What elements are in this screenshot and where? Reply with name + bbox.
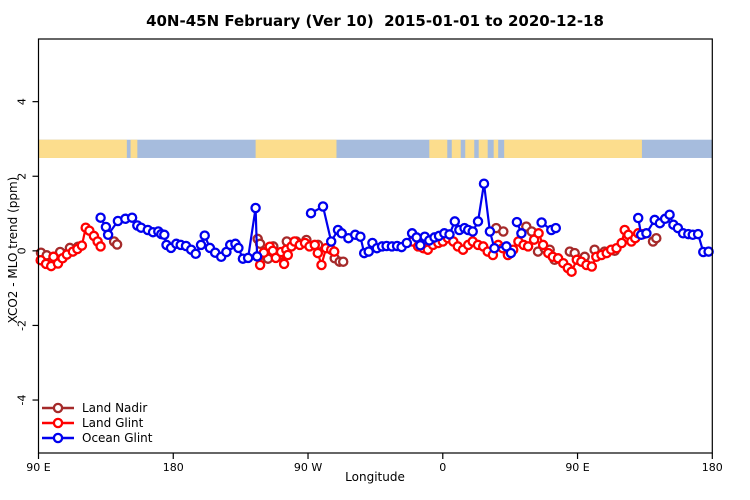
- x-tick-label: 180: [702, 461, 723, 474]
- y-tick-label: 0: [16, 247, 29, 254]
- x-tick-label: 90 W: [294, 461, 322, 474]
- series-land-glint-point: [586, 261, 598, 272]
- y-tick-label: -4: [16, 395, 29, 406]
- series-land-nadir-point: [337, 256, 349, 267]
- series-ocean-glint-point: [692, 228, 704, 240]
- series-ocean-glint-point: [467, 226, 478, 237]
- series-ocean-glint-point: [95, 212, 106, 223]
- series-ocean-glint-point: [233, 242, 244, 254]
- series-ocean-glint-point: [363, 246, 374, 257]
- map-band-land-segment: [130, 139, 138, 158]
- series-land-glint-point: [566, 266, 577, 277]
- map-band-land-segment: [493, 139, 499, 158]
- series-land-glint-point: [537, 239, 549, 251]
- series-ocean-glint-point: [251, 251, 263, 262]
- legend-item-ocean-glint-marker-icon: [52, 432, 64, 444]
- series-land-glint-point: [616, 237, 627, 249]
- series-land-nadir-point: [651, 232, 662, 244]
- map-band-land-segment: [478, 139, 488, 158]
- series-ocean-glint-point: [536, 217, 547, 228]
- series-ocean-glint-point: [664, 209, 675, 220]
- series-ocean-glint-point: [703, 246, 714, 257]
- series-ocean-glint-point: [102, 229, 114, 241]
- legend-item-land-glint-label: Land Glint: [82, 416, 144, 430]
- series-land-nadir-point: [111, 239, 123, 250]
- x-tick-label: 90 E: [26, 461, 50, 474]
- series-land-glint-point: [282, 249, 294, 261]
- series-ocean-glint-point: [478, 178, 490, 189]
- series-ocean-glint-point: [159, 229, 170, 241]
- series-land-glint-point: [309, 239, 321, 251]
- series-ocean-glint-point: [199, 230, 210, 241]
- series-land-glint-point: [312, 247, 324, 259]
- series-ocean-glint-point: [641, 228, 652, 239]
- series-ocean-glint-point: [489, 242, 500, 254]
- map-band-land-segment: [451, 139, 461, 158]
- y-axis-label: XCO2 - MLO trend (ppm): [6, 176, 20, 324]
- x-tick-label: 0: [439, 461, 446, 474]
- series-land-glint-point: [95, 241, 106, 252]
- series-land-glint-point: [254, 259, 266, 271]
- series-ocean-glint-point: [632, 212, 644, 224]
- series-ocean-glint-point: [355, 231, 366, 242]
- series-ocean-glint-point: [336, 228, 347, 239]
- y-tick-label: 2: [16, 173, 29, 180]
- series-ocean-glint-point: [505, 247, 517, 259]
- series-ocean-glint-point: [550, 222, 562, 234]
- series-land-glint-point: [316, 259, 327, 271]
- map-band-land-segment: [429, 139, 448, 158]
- series-land-glint-point: [533, 228, 544, 239]
- x-tick-label: 90 E: [565, 461, 589, 474]
- x-tick-label: 180: [163, 461, 184, 474]
- series-ocean-glint-point: [317, 201, 329, 212]
- map-band-land-segment: [504, 139, 642, 158]
- series-land-glint-point: [278, 258, 290, 270]
- series-ocean-glint-point: [250, 202, 261, 214]
- plot-border: [37, 38, 713, 454]
- series-land-nadir-point: [498, 226, 509, 237]
- series-ocean-glint-point: [511, 216, 523, 228]
- series-ocean-glint-point: [516, 228, 527, 239]
- series-ocean-glint-point: [195, 239, 207, 251]
- series-land-glint-point: [76, 240, 88, 251]
- legend-item-land-glint-marker-icon: [52, 417, 64, 429]
- series-land-glint-point: [328, 246, 340, 257]
- series-ocean-glint-point: [484, 226, 496, 237]
- series-ocean-glint-point: [401, 237, 413, 249]
- series-ocean-glint-point: [444, 229, 455, 240]
- map-band-land-segment: [38, 139, 127, 158]
- y-tick-label: -2: [16, 320, 29, 331]
- series-ocean-glint-point: [472, 216, 484, 227]
- series-ocean-glint-point: [190, 248, 201, 260]
- series-ocean-glint-point: [415, 240, 426, 251]
- series-ocean-glint-point: [449, 216, 461, 227]
- series-ocean-glint-point: [126, 212, 138, 223]
- legend-item-land-nadir-label: Land Nadir: [82, 401, 147, 415]
- y-tick-label: 4: [16, 98, 29, 105]
- legend-item-land-nadir-marker-icon: [52, 402, 64, 414]
- legend-item-ocean-glint-label: Ocean Glint: [82, 431, 153, 445]
- map-band-land-segment: [465, 139, 475, 158]
- series-ocean-glint-point: [305, 207, 317, 219]
- map-band-land-segment: [255, 139, 337, 158]
- series-ocean-glint-point: [242, 252, 254, 264]
- x-axis-label: Longitude: [345, 470, 405, 484]
- chart-title: 40N-45N February (Ver 10) 2015-01-01 to …: [146, 12, 604, 30]
- series-ocean-glint-point: [325, 236, 337, 247]
- series-land-glint-point: [522, 241, 534, 252]
